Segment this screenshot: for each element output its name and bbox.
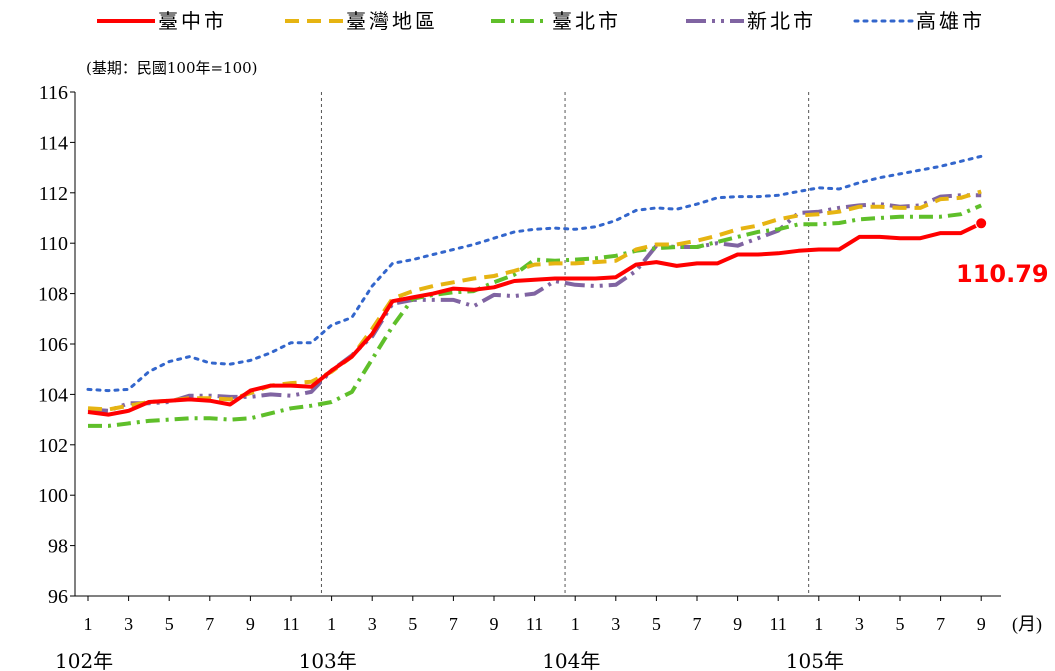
y-tick-label: 114 bbox=[39, 132, 68, 154]
base-period-note: (基期：民國100年=100) bbox=[86, 59, 258, 77]
series-line-臺中市 bbox=[87, 221, 983, 417]
y-tick-label: 100 bbox=[38, 485, 68, 507]
y-tick-label: 112 bbox=[39, 183, 68, 205]
y-tick-label: 96 bbox=[48, 586, 68, 608]
x-tick-label: 3 bbox=[855, 614, 864, 634]
y-tick-label: 116 bbox=[39, 82, 68, 104]
y-tick-label: 108 bbox=[38, 284, 68, 306]
x-tick-label: 11 bbox=[282, 614, 299, 634]
y-tick-label: 110 bbox=[39, 233, 68, 255]
year-labels: 102年 103年 104年 105年 bbox=[55, 649, 844, 671]
series-lines bbox=[86, 154, 983, 428]
series-line-臺北市 bbox=[88, 203, 982, 428]
x-tick-label: 3 bbox=[124, 614, 133, 634]
callout-value: 110.79 bbox=[956, 260, 1049, 288]
series-line-臺灣地區 bbox=[87, 189, 982, 412]
x-tick-label: 3 bbox=[611, 614, 620, 634]
legend-label: 臺中市 bbox=[158, 9, 227, 33]
x-tick-label: 5 bbox=[652, 614, 661, 634]
x-tick-label: 5 bbox=[896, 614, 905, 634]
y-tick-label: 102 bbox=[38, 435, 68, 457]
x-tick-label: 5 bbox=[408, 614, 417, 634]
x-tick-label: 7 bbox=[693, 614, 702, 634]
year-label: 105年 bbox=[786, 649, 844, 671]
x-tick-label: 1 bbox=[571, 614, 580, 634]
callout-group: 110.79 bbox=[956, 217, 1049, 288]
legend-label: 高雄市 bbox=[916, 9, 985, 33]
x-tick-label: 11 bbox=[526, 614, 543, 634]
legend: 臺中市 臺灣地區 臺北市 新北市 高雄市 bbox=[97, 9, 985, 33]
y-tick-label: 104 bbox=[38, 384, 68, 406]
series-line-新北市 bbox=[87, 193, 982, 413]
x-tick-label: 1 bbox=[814, 614, 823, 634]
x-tick-label: 1 bbox=[327, 614, 336, 634]
x-tick-label: 7 bbox=[936, 614, 945, 634]
plot-area bbox=[74, 92, 1001, 597]
month-unit-label: (月) bbox=[1012, 614, 1042, 635]
x-tick-label: 9 bbox=[246, 614, 255, 634]
year-label: 104年 bbox=[542, 649, 600, 671]
end-point-marker bbox=[975, 217, 988, 230]
y-tick-label: 106 bbox=[38, 334, 68, 356]
year-label: 103年 bbox=[299, 649, 357, 671]
y-tick-label: 98 bbox=[48, 536, 68, 558]
legend-label: 新北市 bbox=[747, 9, 816, 33]
x-tick-label: 9 bbox=[733, 614, 742, 634]
legend-label: 臺北市 bbox=[552, 9, 621, 33]
x-tick-label: 5 bbox=[165, 614, 174, 634]
y-axis: 96 98 100 102 104 106 108 110 112 114 116 bbox=[38, 82, 75, 608]
x-tick-label: 9 bbox=[490, 614, 499, 634]
x-tick-label: 7 bbox=[449, 614, 458, 634]
x-tick-label: 1 bbox=[84, 614, 93, 634]
x-tick-label: 7 bbox=[205, 614, 214, 634]
legend-label: 臺灣地區 bbox=[346, 9, 438, 33]
series-line-高雄市 bbox=[86, 154, 983, 393]
x-tick-label: 3 bbox=[368, 614, 377, 634]
x-axis: 1 3 5 7 9 11 1 3 5 7 9 11 1 3 5 7 9 11 1 3 5 7 9 (月) bbox=[84, 596, 1042, 635]
x-tick-label: 11 bbox=[770, 614, 787, 634]
year-label: 102年 bbox=[55, 649, 113, 671]
x-tick-label: 9 bbox=[977, 614, 986, 634]
